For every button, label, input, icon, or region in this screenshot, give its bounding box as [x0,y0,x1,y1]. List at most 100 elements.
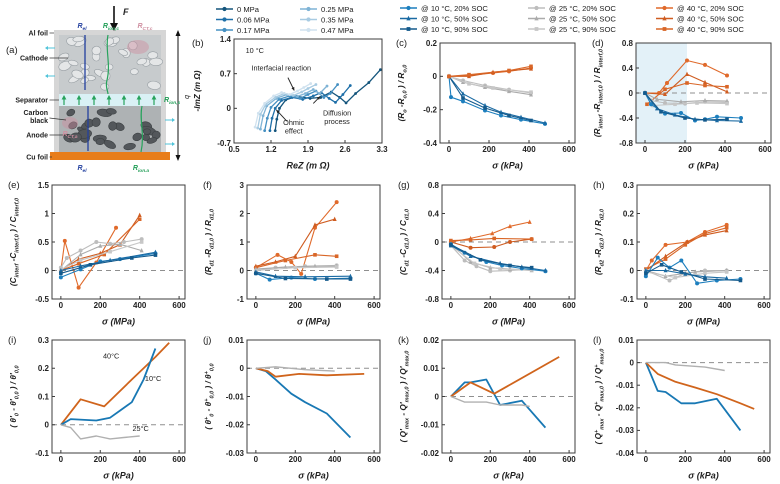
svg-text:400: 400 [718,455,732,464]
svg-text:σ (MPa): σ (MPa) [687,317,720,327]
svg-text:10 °C: 10 °C [246,46,264,55]
svg-text:-0.02: -0.02 [226,421,245,430]
svg-text:Anode: Anode [26,133,48,140]
plot-b: 0.5 1.2 1.9 2.6 3.3 -0.7 0 0.7 1.4 ReZ (m Ω) -ImZ … [192,35,388,171]
svg-text:0: 0 [45,266,50,275]
svg-text:200: 200 [679,455,693,464]
svg-text:0.01: 0.01 [618,336,634,345]
svg-text:1: 1 [45,209,50,218]
svg-text:600: 600 [757,301,771,310]
svg-text:b: b [183,95,190,99]
svg-text:(Rd2 -Rd2,0 ) / Rd2,0: (Rd2 -Rd2,0 ) / Rd2,0 [594,208,605,275]
svg-text:600: 600 [562,145,576,154]
chart-theta-pos: 0 200 400 600 -0.03 -0.02 -0.01 0 0.01 σ (kPa) ( θ… [201,331,389,482]
chart-qmax-neg: 0 200 400 600 -0.02 -0.01 0 0.01 0.02 σ (kPa) ( Q′… [396,331,584,482]
svg-text:600: 600 [758,145,772,154]
svg-text:σ (kPa): σ (kPa) [688,471,718,481]
svg-text:Cathode: Cathode [20,56,48,63]
svg-text:-0.1: -0.1 [35,449,49,458]
svg-text:(i): (i) [8,335,16,346]
series-group [60,342,170,440]
svg-text:0.7: 0.7 [220,69,232,78]
svg-text:0: 0 [45,421,50,430]
svg-text:0: 0 [630,266,635,275]
svg-text:(Rd1 -Rd1,0 ) / Rd1,0: (Rd1 -Rd1,0 ) / Rd1,0 [204,208,215,275]
svg-text:Cu foil: Cu foil [26,155,48,162]
svg-text:0: 0 [59,455,64,464]
svg-text:0.4: 0.4 [622,64,634,73]
series-group [58,212,158,290]
svg-text:200: 200 [484,455,498,464]
svg-text:1.9: 1.9 [302,145,314,154]
svg-text:0.35 MPa: 0.35 MPa [321,15,354,24]
chart-interf-capacitance: 0 200 400 600 -0.5 0 0.5 1 1.5 σ (MPa) (Cinterf -C… [6,176,194,328]
svg-text:1: 1 [240,238,245,247]
svg-text:-0.02: -0.02 [616,404,635,413]
svg-text:(l): (l) [593,335,601,346]
svg-text:0: 0 [59,301,64,310]
svg-text:0: 0 [433,72,438,81]
svg-text:@ 40 °C, 90% SOC: @ 40 °C, 90% SOC [677,25,744,34]
svg-text:-0.01: -0.01 [226,392,245,401]
svg-text:RCT,a: RCT,a [62,131,77,140]
series-group [447,64,547,126]
svg-text:-0.03: -0.03 [226,449,245,458]
svg-text:Rion,s: Rion,s [164,97,181,106]
svg-text:RCT,c: RCT,c [137,23,152,32]
series-group [448,219,548,274]
svg-text:200: 200 [289,455,303,464]
plot-h: 0 200 400 600 -0.1 0 0.1 0.2 0.3 σ (MPa) (Rd2 -Rd2… [593,180,771,327]
svg-text:400: 400 [328,455,342,464]
svg-text:(a): (a) [6,45,18,56]
series-group [643,58,743,123]
svg-text:0.4: 0.4 [428,209,440,218]
chart-nyquist: 0.5 1.2 1.9 2.6 3.3 -0.7 0 0.7 1.4 ReZ (m Ω) -ImZ … [190,34,388,172]
svg-text:0.5: 0.5 [228,145,240,154]
svg-text:0: 0 [449,301,454,310]
series-group [450,356,560,429]
chart-rd2: 0 200 400 600 -0.1 0 0.1 0.2 0.3 σ (MPa) (Rd2 -Rd2… [591,176,779,328]
svg-text:600: 600 [367,301,381,310]
series-group [645,361,755,431]
chart-theta-neg: 0 200 400 600 -0.1 0 0.1 0.2 0.3 σ (kPa) ( θ′0 - θ… [6,331,194,482]
svg-text:200: 200 [94,455,108,464]
svg-text:black: black [30,118,48,125]
svg-text:200: 200 [482,145,496,154]
svg-text:40°C: 40°C [103,351,119,360]
svg-text:-0.5: -0.5 [35,295,49,304]
chart-rd1: 0 200 400 600 -1 0 1 2 3 σ (MPa) (Rd1 -Rd1,0 ) / R… [201,176,389,328]
svg-text:25°C: 25°C [133,424,149,433]
svg-text:200: 200 [94,301,108,310]
svg-text:σ (kPa): σ (kPa) [492,161,522,171]
svg-text:0.1: 0.1 [38,392,50,401]
svg-text:2: 2 [240,209,245,218]
svg-text:400: 400 [522,145,536,154]
plot-k: 0 200 400 600 -0.02 -0.01 0 0.01 0.02 σ (kPa) ( Q′… [398,335,576,481]
svg-text:-0.4: -0.4 [425,266,439,275]
svg-text:( Q+max - Q+max,0 ) / Q+max,0: ( Q+max - Q+max,0 ) / Q+max,0 [594,348,605,445]
svg-text:0.8: 0.8 [428,181,440,190]
svg-text:0.25 MPa: 0.25 MPa [321,5,354,14]
temperature-soc-legend-svg: @ 10 °C, 20% SOC@ 10 °C, 50% SOC @ 10 °C,… [400,4,744,34]
svg-text:σ (MPa): σ (MPa) [102,317,135,327]
pressure-legend: 0 MPa 0.06 MPa 0.17 MPa 0.25 MPa 0.35 MPa 0.4… [212,2,384,35]
svg-text:3: 3 [240,181,245,190]
svg-text:10°C: 10°C [145,374,161,383]
svg-text:(Cinterf -Cinterf,0 ) / Cinter: (Cinterf -Cinterf,0 ) / Cinterf,0 [9,197,20,286]
svg-text:400: 400 [523,301,537,310]
svg-text:@ 25 °C, 90% SOC: @ 25 °C, 90% SOC [549,25,616,34]
svg-text:0.01: 0.01 [228,336,244,345]
svg-text:0 MPa: 0 MPa [237,5,260,14]
series-group [643,222,743,286]
svg-text:200: 200 [484,301,498,310]
svg-text:0.2: 0.2 [426,39,438,48]
svg-text:400: 400 [133,455,147,464]
svg-text:600: 600 [172,301,186,310]
svg-text:2.6: 2.6 [339,145,351,154]
svg-text:Rel: Rel [77,23,87,32]
svg-text:0: 0 [449,455,454,464]
